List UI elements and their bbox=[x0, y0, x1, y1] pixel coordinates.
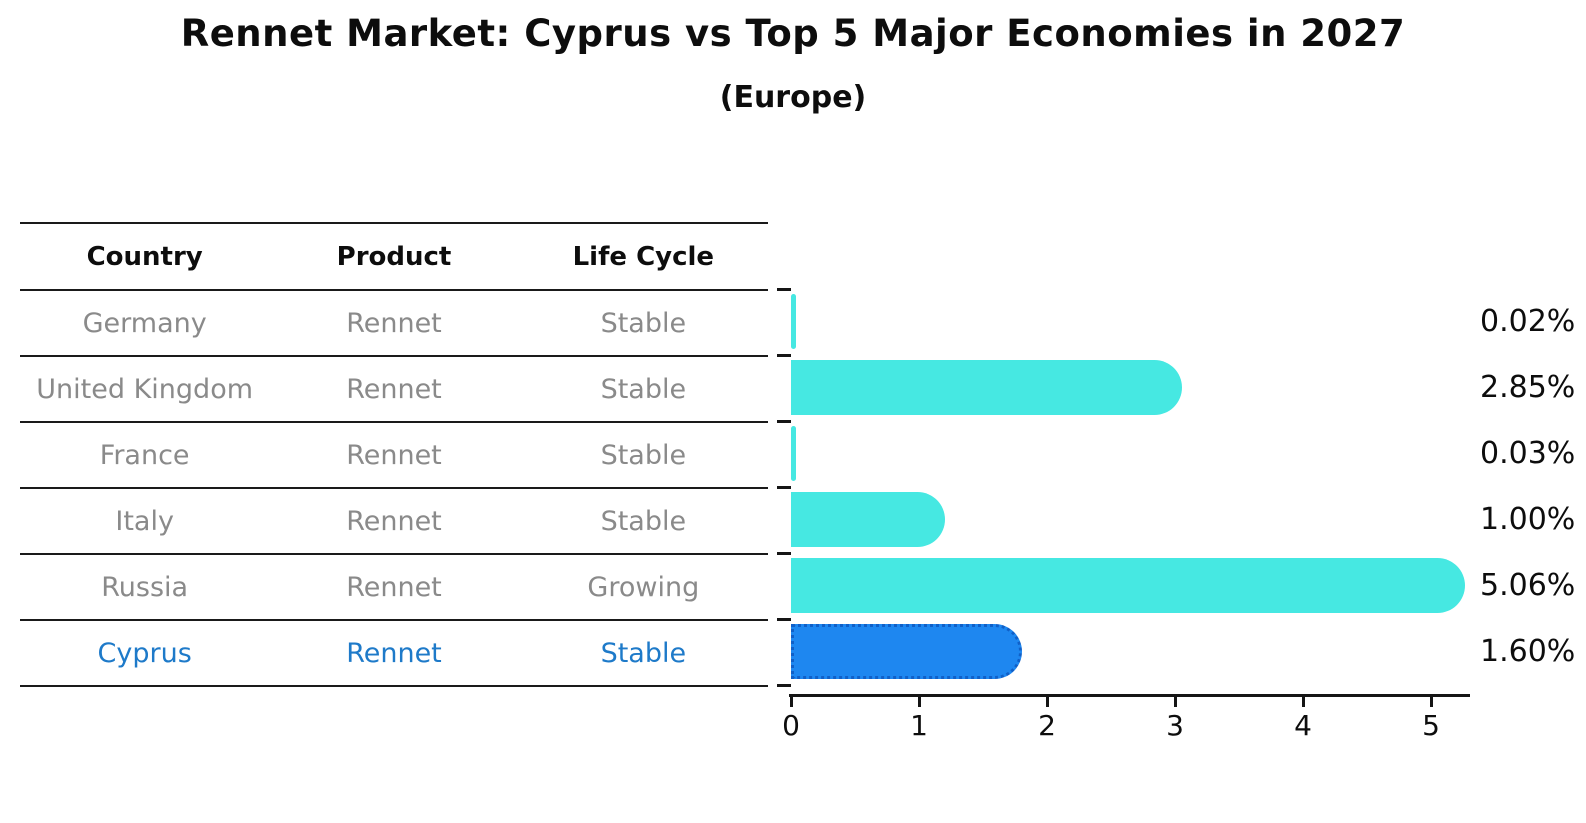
table-row: United Kingdom Rennet Stable bbox=[20, 356, 768, 423]
x-tick-label: 4 bbox=[1294, 709, 1312, 742]
country-cell: United Kingdom bbox=[20, 356, 270, 423]
x-tick-mark bbox=[1302, 697, 1305, 707]
column-header-lifecycle: Life Cycle bbox=[518, 222, 768, 291]
x-axis-line bbox=[789, 694, 1470, 697]
bar-france bbox=[791, 426, 796, 481]
bar-value-label: 5.06% bbox=[1480, 568, 1576, 603]
table-body: Germany Rennet Stable United Kingdom Rennet S… bbox=[20, 290, 768, 687]
lifecycle-cell: Stable bbox=[518, 356, 768, 423]
bar-value-label: 0.02% bbox=[1480, 304, 1576, 339]
lifecycle-cell: Stable bbox=[518, 290, 768, 357]
x-tick-label: 1 bbox=[910, 709, 928, 742]
x-tick-label: 5 bbox=[1422, 709, 1440, 742]
y-tick-mark bbox=[777, 288, 791, 291]
x-tick-mark bbox=[790, 697, 793, 707]
column-header-product: Product bbox=[269, 222, 519, 291]
product-cell: Rennet bbox=[269, 422, 519, 489]
bar-germany bbox=[791, 294, 796, 349]
table-row: Cyprus Rennet Stable bbox=[20, 620, 768, 687]
product-cell: Rennet bbox=[269, 488, 519, 555]
table-header: Country Product Life Cycle bbox=[20, 222, 768, 291]
y-tick-mark bbox=[777, 486, 791, 489]
bar-united-kingdom bbox=[791, 360, 1182, 415]
lifecycle-cell: Growing bbox=[518, 554, 768, 621]
product-cell: Rennet bbox=[269, 290, 519, 357]
lifecycle-cell: Stable bbox=[518, 620, 768, 687]
x-tick-mark bbox=[1430, 697, 1433, 707]
bar-value-label: 1.00% bbox=[1480, 502, 1576, 537]
country-cell: Russia bbox=[20, 554, 270, 621]
x-tick-label: 2 bbox=[1038, 709, 1056, 742]
lifecycle-cell: Stable bbox=[518, 488, 768, 555]
country-cell: Germany bbox=[20, 290, 270, 357]
y-tick-mark bbox=[777, 420, 791, 423]
bar-value-label: 2.85% bbox=[1480, 370, 1576, 405]
table-row: Italy Rennet Stable bbox=[20, 488, 768, 555]
y-tick-mark bbox=[777, 684, 791, 687]
chart-subtitle: (Europe) bbox=[719, 80, 867, 115]
x-tick-mark bbox=[1046, 697, 1049, 707]
product-cell: Rennet bbox=[269, 554, 519, 621]
table-row: Germany Rennet Stable bbox=[20, 290, 768, 357]
y-tick-mark bbox=[777, 618, 791, 621]
bar-plot: 0 1 2 3 4 5 0.02% 2.85% 0.03% 1.00% 5.06% 1.60% bbox=[777, 288, 1575, 742]
x-tick-mark bbox=[1174, 697, 1177, 707]
lifecycle-cell: Stable bbox=[518, 422, 768, 489]
product-cell: Rennet bbox=[269, 620, 519, 687]
bar-value-label: 0.03% bbox=[1480, 436, 1576, 471]
x-tick-label: 3 bbox=[1166, 709, 1184, 742]
country-cell: Cyprus bbox=[20, 620, 270, 687]
country-cell: Italy bbox=[20, 488, 270, 555]
chart-title: Rennet Market: Cyprus vs Top 5 Major Eco… bbox=[180, 12, 1406, 55]
x-tick-label: 0 bbox=[782, 709, 800, 742]
y-tick-mark bbox=[777, 552, 791, 555]
x-tick-mark bbox=[918, 697, 921, 707]
country-table: Country Product Life Cycle Germany Rennet… bbox=[20, 222, 768, 687]
column-header-country: Country bbox=[20, 222, 270, 291]
table-header-row: Country Product Life Cycle bbox=[20, 222, 768, 291]
bar-value-label: 1.60% bbox=[1480, 634, 1576, 669]
table-row: France Rennet Stable bbox=[20, 422, 768, 489]
table-row: Russia Rennet Growing bbox=[20, 554, 768, 621]
bar-italy bbox=[791, 492, 945, 547]
y-tick-mark bbox=[777, 354, 791, 357]
product-cell: Rennet bbox=[269, 356, 519, 423]
country-cell: France bbox=[20, 422, 270, 489]
bar-russia bbox=[791, 558, 1465, 613]
bar-cyprus bbox=[791, 624, 1022, 679]
